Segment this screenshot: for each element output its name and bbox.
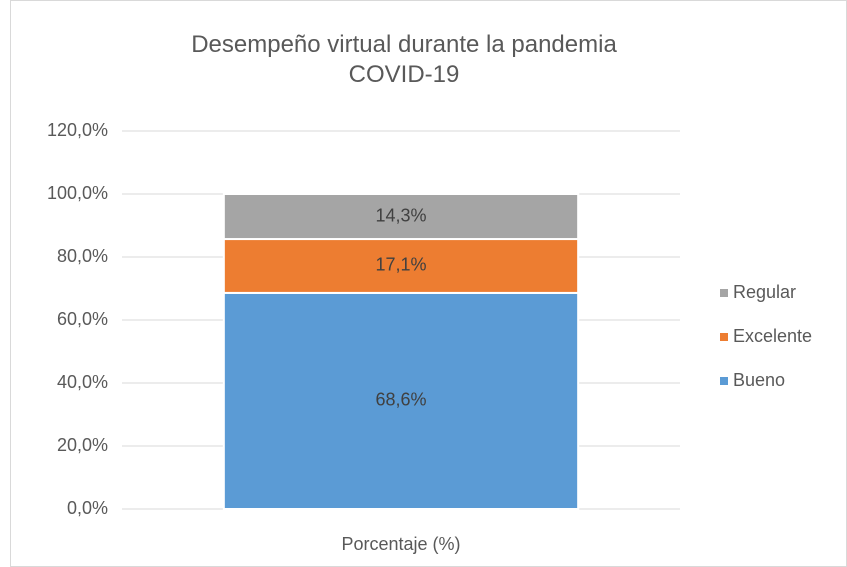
y-tick-label: 80,0% [57, 246, 108, 266]
y-tick-label: 0,0% [67, 498, 108, 518]
legend-label: Excelente [733, 326, 812, 346]
legend-label: Regular [733, 282, 796, 302]
data-label: 14,3% [375, 205, 426, 225]
x-tick-label: Porcentaje (%) [341, 534, 460, 554]
bar-segment [222, 193, 580, 241]
y-tick-label: 40,0% [57, 372, 108, 392]
data-label: 17,1% [375, 255, 426, 275]
y-tick-label: 60,0% [57, 309, 108, 329]
data-label: 68,6% [375, 390, 426, 410]
y-tick-label: 120,0% [47, 120, 108, 140]
bar-segment [222, 291, 580, 510]
legend-swatch [720, 377, 728, 385]
y-tick-label: 100,0% [47, 183, 108, 203]
legend-swatch [720, 333, 728, 341]
legend-swatch [720, 289, 728, 297]
legend-label: Bueno [733, 370, 785, 390]
y-tick-label: 20,0% [57, 435, 108, 455]
chart-title: Desempeño virtual durante la pandemia CO… [191, 31, 617, 88]
bar-segment [222, 238, 580, 294]
